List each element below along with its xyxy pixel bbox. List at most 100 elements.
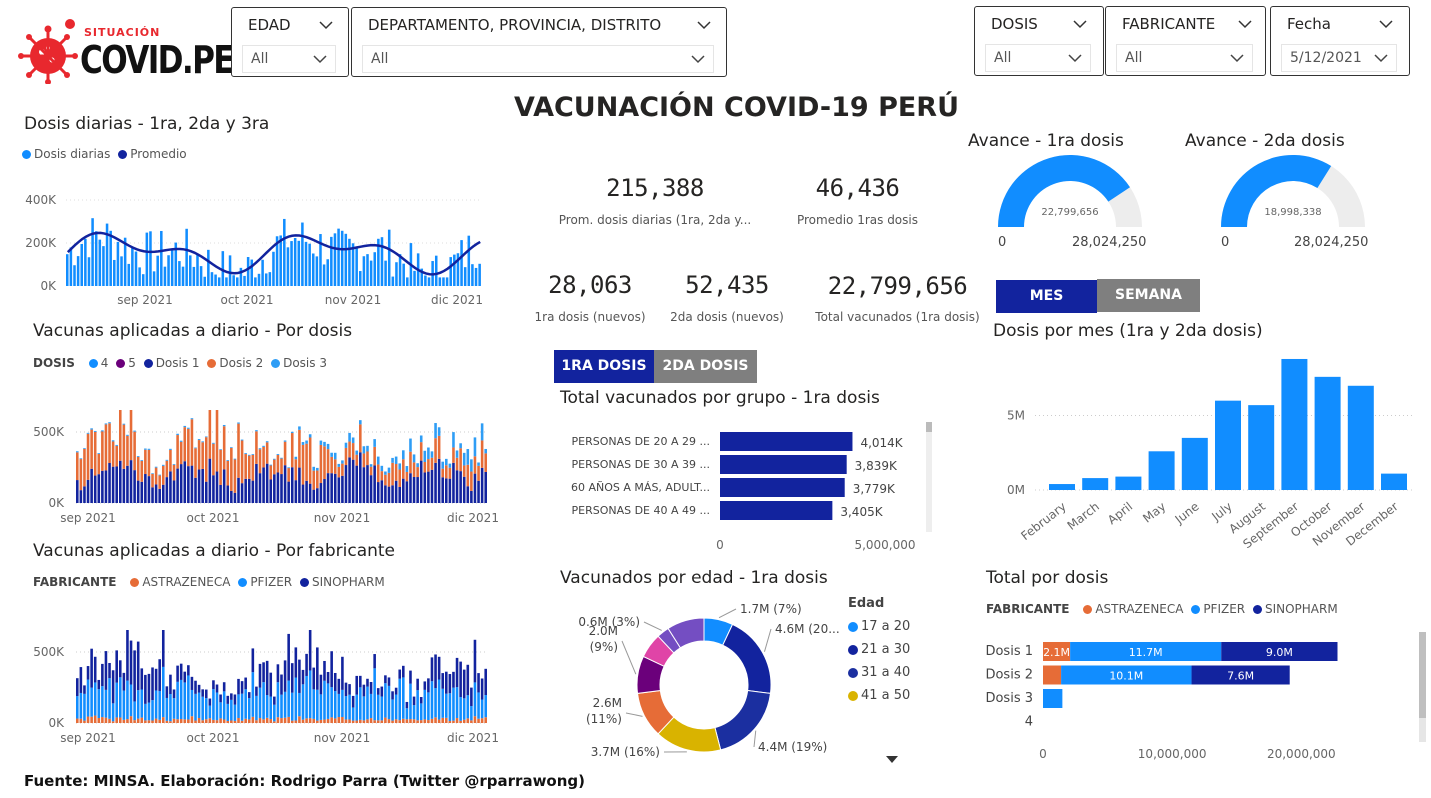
month-bar[interactable] (1148, 451, 1175, 490)
daily-doses-chart[interactable]: 400K 200K 0K sep 2021 oct 2021 nov 2021 dic 20… (20, 170, 490, 310)
stacked-bar-segment (161, 484, 165, 503)
chevron-down-icon (1068, 54, 1082, 63)
month-bar[interactable] (1215, 400, 1241, 490)
total-bar-segment[interactable] (1043, 642, 1071, 661)
total-bar-segment[interactable] (1061, 665, 1192, 685)
total-bar-segment[interactable] (1221, 642, 1338, 661)
scrollbar[interactable] (926, 422, 932, 532)
donut-slice[interactable] (667, 617, 705, 649)
stacked-bar-segment (473, 456, 477, 474)
month-bar[interactable] (1115, 476, 1142, 490)
stacked-bar-segment (351, 437, 355, 444)
daily-bar (76, 256, 80, 286)
stacked-bar-segment (344, 719, 348, 723)
stacked-bar-segment (108, 422, 111, 424)
stacked-bar-segment (230, 447, 233, 491)
stacked-bar-segment (140, 717, 144, 723)
stacked-bar-segment (212, 475, 215, 503)
stacked-bar-segment (484, 695, 487, 718)
por-fab-chart-title: Vacunas aplicadas a diario - Por fabrica… (33, 541, 396, 561)
chevron-down-icon[interactable] (697, 18, 711, 32)
edad-slicer[interactable]: EDAD All (231, 7, 349, 77)
chevron-down-icon[interactable] (1073, 17, 1087, 31)
stacked-bar-segment (126, 719, 129, 723)
stacked-bar-segment (190, 716, 194, 723)
stacked-bar-segment (294, 677, 298, 721)
month-bar[interactable] (1248, 405, 1275, 490)
stacked-bar-segment (437, 656, 441, 680)
stacked-bar-segment (312, 470, 316, 490)
grupo-bar-chart[interactable]: PERSONAS DE 20 A 29 ... 4,014K PERSONAS DE… (555, 420, 935, 560)
tab-mes[interactable]: MES (996, 280, 1097, 313)
tab-2da-dosis[interactable]: 2DA DOSIS (654, 350, 757, 383)
total-bar-segment[interactable] (1043, 689, 1063, 708)
daily-bar (322, 264, 326, 286)
total-bar-segment[interactable] (1191, 665, 1290, 685)
fecha-dropdown[interactable]: 5/12/2021 (1281, 44, 1397, 72)
tab-semana[interactable]: SEMANA (1097, 279, 1200, 312)
grupo-bar[interactable] (720, 455, 847, 474)
stacked-bar-segment (90, 687, 93, 717)
grupo-bar[interactable] (720, 501, 833, 520)
stacked-bar-segment (244, 689, 247, 719)
stacked-bar-segment (430, 469, 434, 503)
stacked-bar-segment (298, 692, 301, 717)
month-bar[interactable] (1281, 358, 1308, 490)
stacked-bar-segment (104, 717, 108, 723)
ubicacion-slicer[interactable]: DEPARTAMENTO, PROVINCIA, DISTRITO All (351, 7, 727, 77)
chevron-down-icon[interactable] (1379, 17, 1393, 31)
scrollbar-thumb[interactable] (1419, 632, 1426, 718)
fabricante-dropdown[interactable]: All (1116, 44, 1253, 72)
donut-slice[interactable] (722, 623, 772, 694)
fabricante-slicer[interactable]: FABRICANTE All (1105, 6, 1266, 76)
stacked-bar-segment (283, 465, 287, 503)
chevron-down-icon[interactable] (1238, 17, 1252, 31)
grupo-bar[interactable] (720, 478, 845, 497)
stacked-bar-segment (219, 449, 222, 485)
month-bar[interactable] (1082, 478, 1109, 490)
scroll-down-icon[interactable] (886, 756, 898, 764)
stacked-bar-segment (366, 686, 369, 720)
stacked-bar-segment (362, 467, 366, 503)
chevron-down-icon[interactable] (319, 18, 333, 32)
stacked-bar-segment (473, 639, 477, 683)
scrollbar[interactable] (1419, 632, 1426, 742)
total-por-dosis-chart[interactable]: Dosis 1 2.1M 11.7M 9.0M Dosis 2 10.1M 7.6M Dosi… (985, 630, 1405, 770)
edad-donut-chart[interactable]: 1.7M (7%) 4.6M (20... 4.4M (19%) 3.7M (16%)… (560, 595, 850, 770)
ubicacion-dropdown[interactable]: All (362, 45, 714, 73)
stacked-bar-segment (366, 678, 369, 687)
daily-bar (98, 239, 102, 286)
stacked-bar-segment (427, 471, 430, 503)
month-bar[interactable] (1347, 385, 1374, 490)
leader-line (718, 608, 737, 619)
stacked-bar-segment (484, 717, 487, 723)
leader-line (753, 730, 757, 748)
month-bar[interactable] (1049, 484, 1075, 490)
logo-big-text: COVID.PE (80, 38, 235, 82)
daily-bar (275, 236, 279, 286)
month-bar[interactable] (1381, 473, 1407, 490)
dosis-slicer[interactable]: DOSIS All (974, 6, 1104, 76)
dosis-dropdown[interactable]: All (985, 44, 1091, 72)
stacked-bar-segment (326, 683, 330, 719)
edad-dropdown[interactable]: All (242, 45, 336, 73)
daily-chart-legend: Dosis diarias Promedio (22, 147, 187, 161)
daily-bar (456, 253, 460, 286)
gauge-2da-dosis: 18,998,338 (1221, 155, 1365, 227)
stacked-bar-segment (409, 719, 412, 723)
month-bar[interactable] (1314, 376, 1341, 490)
grupo-bar[interactable] (720, 432, 853, 451)
tab-1ra-dosis[interactable]: 1RA DOSIS (554, 350, 654, 383)
stacked-bar-segment (301, 684, 305, 720)
stacked-bar-segment (108, 662, 111, 679)
stacked-bar-segment (265, 442, 269, 464)
month-bar[interactable] (1181, 437, 1208, 490)
total-bar-segment[interactable] (1070, 642, 1222, 661)
fecha-slicer[interactable]: Fecha 5/12/2021 (1270, 6, 1410, 76)
total-bar-segment[interactable] (1043, 665, 1062, 685)
stacked-bar-segment (391, 462, 394, 486)
scrollbar-thumb[interactable] (926, 422, 932, 432)
